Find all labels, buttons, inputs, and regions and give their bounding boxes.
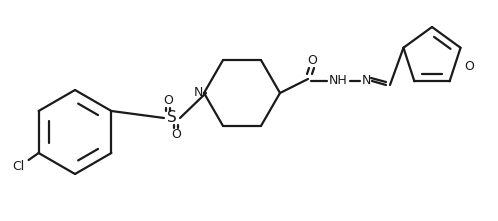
Text: N: N bbox=[362, 74, 371, 88]
Text: S: S bbox=[167, 110, 177, 126]
Text: NH: NH bbox=[329, 74, 348, 88]
Text: N: N bbox=[194, 86, 203, 99]
Text: O: O bbox=[307, 55, 317, 67]
Text: O: O bbox=[465, 60, 475, 73]
Text: O: O bbox=[171, 128, 181, 141]
Text: Cl: Cl bbox=[12, 160, 25, 173]
Text: O: O bbox=[163, 95, 173, 107]
